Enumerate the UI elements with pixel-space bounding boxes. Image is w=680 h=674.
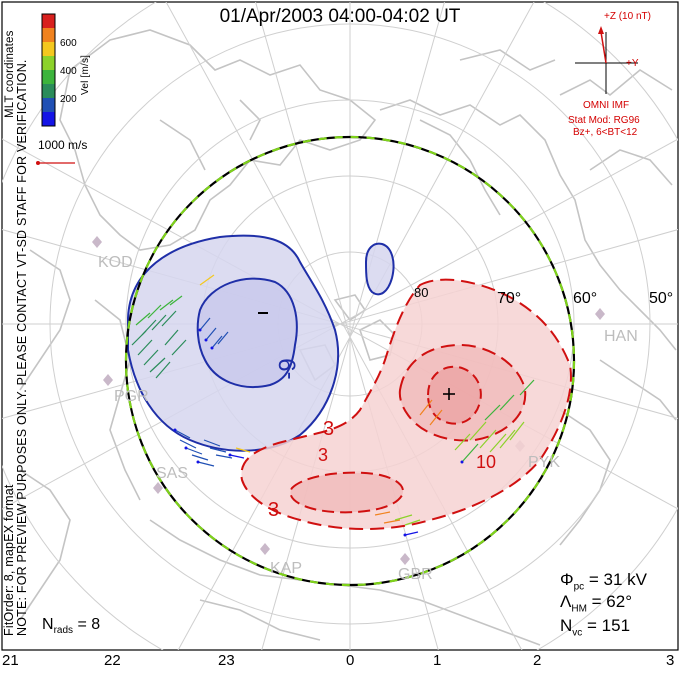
colorbar-tick-400: 400 [60, 66, 77, 77]
colorbar-swatch [42, 28, 55, 42]
potential-max-marker [443, 388, 455, 400]
vector-origins [173, 328, 464, 537]
mlt-label-22: 22 [104, 652, 121, 669]
plot-frame [1, 1, 679, 651]
hm-boundary-dash [124, 135, 576, 587]
station-markers [92, 236, 605, 565]
velocity-vectors [131, 274, 535, 536]
mlt-label-2: 2 [533, 652, 542, 669]
colorbar-swatch [42, 98, 55, 112]
reference-vector-label: 1000 m/s [38, 138, 88, 152]
hm-latitude-stat: ΛHM = 62° [560, 592, 633, 615]
stat-model-label: Stat Mod: RG96 [568, 115, 640, 126]
contour-label-pos-a: 3 [323, 418, 335, 440]
imf-y-label: +Y [626, 58, 639, 69]
colorbar-swatch [42, 112, 55, 126]
colorbar-swatch [42, 42, 55, 56]
imf-condition-label: Bz+, 6<BT<12 [573, 127, 638, 138]
colorbar-swatch [42, 70, 55, 84]
latitude-label-70: 70° [497, 290, 522, 307]
small-negative-cell [364, 242, 395, 296]
latitude-label-60: 60° [573, 290, 598, 307]
preview-disclaimer: NOTE: FOR PREVIEW PURPOSES ONLY. PLEASE … [15, 59, 29, 636]
station-label-sas: SAS [156, 465, 189, 482]
mlt-label-21: 21 [2, 652, 19, 669]
station-label-gbr: GBR [398, 566, 433, 583]
contour-label-pos-b: 3 [318, 445, 329, 465]
contour-label-neg: -9 [274, 358, 302, 380]
potential-drop-stat: Φpc = 31 kV [560, 570, 647, 593]
latitude-label-80: 80 [414, 285, 429, 300]
mlt-label-0: 0 [346, 652, 355, 669]
contour-label-pos-c: 10 [476, 452, 497, 472]
positive-core-contour [426, 365, 482, 425]
colorbar-tick-200: 200 [60, 94, 77, 105]
nrads-stat: Nrads = 8 [42, 616, 101, 637]
vector-count-stat: Nvc = 151 [560, 616, 631, 639]
imf-source-label: OMNI IMF [583, 100, 630, 111]
station-label-kod: KOD [98, 254, 133, 271]
station-label-pgr: PGR [114, 388, 149, 405]
mlt-label-1: 1 [433, 652, 442, 669]
station-label-pyk: PYK [528, 454, 561, 471]
positive-lower-contour [289, 471, 404, 514]
colorbar-swatch [42, 14, 55, 28]
colorbar [41, 13, 56, 127]
map-title: 01/Apr/2003 04:00-04:02 UT [219, 6, 461, 27]
fit-order-note: FitOrder: 8, mapEX format [2, 484, 16, 636]
station-label-han: HAN [604, 328, 638, 345]
contour-label-pos-d: 3 [268, 499, 280, 521]
reference-vector-origin [36, 161, 40, 165]
latitude-label-50: 50° [649, 290, 674, 307]
station-label-kap: KAP [270, 560, 303, 577]
mlt-label-23: 23 [218, 652, 235, 669]
colorbar-swatch [42, 56, 55, 70]
colorbar-unit-label: Vel [m/s] [80, 54, 91, 95]
mlt-label-3: 3 [666, 652, 675, 669]
imf-clock [575, 26, 638, 94]
colorbar-tick-600: 600 [60, 38, 77, 49]
imf-z-label: +Z (10 nT) [604, 11, 651, 22]
negative-inner-contour [196, 277, 298, 388]
colorbar-swatch [42, 84, 55, 98]
